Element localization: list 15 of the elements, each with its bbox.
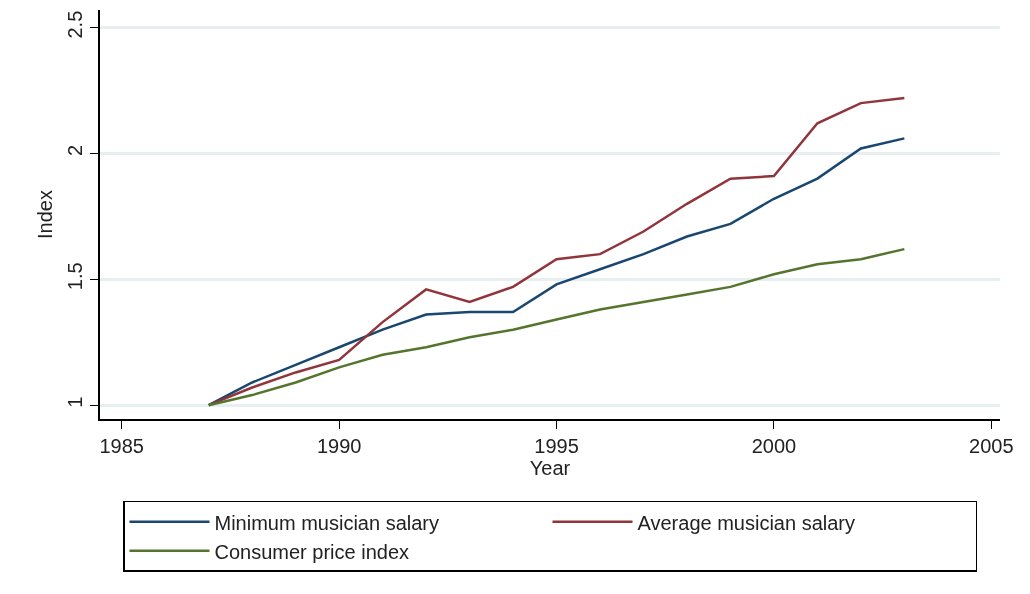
y-tick-label: 2.5 — [64, 10, 87, 39]
x-tick-label: 2005 — [969, 434, 1014, 457]
line-series — [207, 247, 906, 407]
y-tick-label: 1 — [64, 396, 87, 408]
x-tick-label: 1995 — [534, 434, 579, 457]
legend-label: Average musician salary — [637, 511, 856, 534]
x-axis-title: Year — [529, 456, 571, 479]
legend-label: Consumer price index — [214, 540, 410, 563]
y-axis-title: Index — [34, 190, 57, 239]
x-tick-label: 1985 — [99, 434, 144, 457]
legend-label: Minimum musician salary — [214, 511, 439, 534]
y-tick-label: 1.5 — [64, 262, 87, 291]
x-tick-label: 2000 — [751, 434, 797, 457]
y-tick-label: 2 — [64, 144, 87, 157]
x-tick-label: 1990 — [316, 434, 362, 457]
